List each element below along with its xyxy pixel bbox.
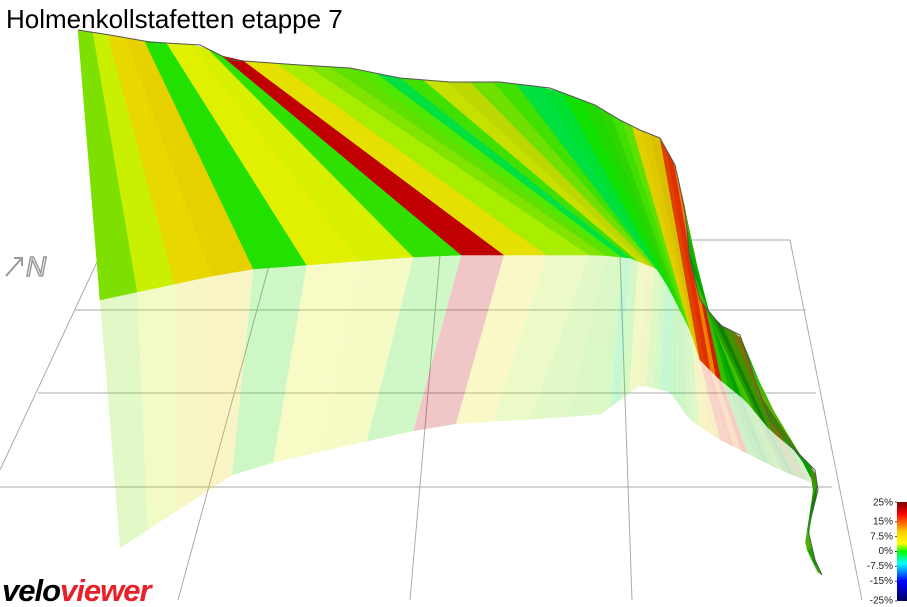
reflection-strip	[413, 255, 504, 431]
logo-part: viewer	[60, 573, 153, 607]
reflection-strip	[697, 352, 720, 440]
reflection-strip	[784, 441, 808, 482]
reflection-strip	[273, 261, 360, 463]
grid-line	[177, 261, 271, 601]
reflection-strip	[741, 397, 776, 468]
scale-tick-label: 7.5%	[870, 531, 893, 542]
reflection-strip	[653, 272, 665, 390]
grid-line	[409, 254, 441, 601]
reflection-strip	[689, 328, 699, 426]
scale-tick-label: 15%	[873, 516, 893, 527]
profile-outline	[77, 29, 823, 576]
reflection-strip	[685, 320, 692, 422]
reflection-strip	[700, 360, 727, 444]
reflection-strip	[530, 255, 606, 420]
reflection-strip	[620, 258, 638, 400]
reflection-strip	[814, 564, 818, 575]
reflection-strip	[735, 392, 769, 465]
reflection-strip	[705, 365, 734, 447]
reflection-strip	[710, 370, 741, 451]
compass	[5, 257, 23, 277]
scale-tick-label: -25%	[870, 596, 893, 607]
reflection-strip	[204, 269, 254, 494]
reflection-strip	[568, 255, 614, 417]
reflection-strip	[681, 312, 687, 416]
scale-tick-label: 25%	[873, 498, 893, 509]
reflection-strip	[768, 428, 800, 478]
wall-reflection	[100, 255, 818, 575]
title: Holmenkollstafetten etappe 7	[6, 4, 343, 34]
reflection-strip	[660, 280, 669, 392]
color-scale	[897, 502, 907, 601]
reflection-strip	[792, 448, 810, 483]
reflection-strip	[728, 386, 762, 461]
reflection-strip	[694, 344, 713, 436]
reflection-strip	[811, 557, 815, 569]
reflection-strip	[610, 257, 630, 407]
compass-arrow	[5, 257, 23, 277]
elevation-wall	[77, 29, 823, 576]
scale-tick-label: -7.5%	[867, 561, 893, 572]
reflection-strip	[232, 265, 307, 476]
reflection-strip	[100, 292, 148, 548]
reflection-strip	[761, 420, 795, 476]
reflection-strip	[748, 404, 783, 471]
reflection-strip	[320, 257, 414, 452]
reflection-strip	[601, 256, 622, 414]
reflection-strip	[174, 276, 212, 512]
reflection-strip	[677, 304, 682, 409]
reflection-strip	[776, 435, 806, 481]
reflection-strip	[137, 284, 176, 530]
reflection-strip	[667, 288, 673, 396]
reflection-strip	[807, 550, 812, 563]
reflection-strip	[493, 255, 590, 422]
floor-grid	[0, 239, 863, 601]
grid-line	[789, 239, 863, 601]
reflection-strip	[755, 412, 789, 474]
grid-line	[619, 254, 633, 601]
reflection-strip	[692, 336, 706, 431]
reflection-strip	[646, 267, 661, 389]
grid-line	[0, 244, 106, 471]
logo-part: velo	[2, 573, 60, 607]
reflection-strip	[672, 296, 678, 403]
scale-tick-label: -15%	[870, 576, 893, 587]
reflection-strip	[716, 376, 748, 454]
scale-tick-label: 0%	[879, 546, 894, 557]
color-scale-ticks: 25% 15% 7.5% 0% -7.5% -15% -25%	[867, 498, 897, 607]
reflection-strip	[638, 264, 654, 387]
logo: veloviewer	[2, 573, 153, 607]
compass-label: N	[26, 251, 47, 282]
reflection-strip	[456, 255, 547, 424]
reflection-strip	[629, 261, 646, 393]
reflection-strip	[366, 255, 462, 442]
reflection-strip	[721, 381, 755, 458]
